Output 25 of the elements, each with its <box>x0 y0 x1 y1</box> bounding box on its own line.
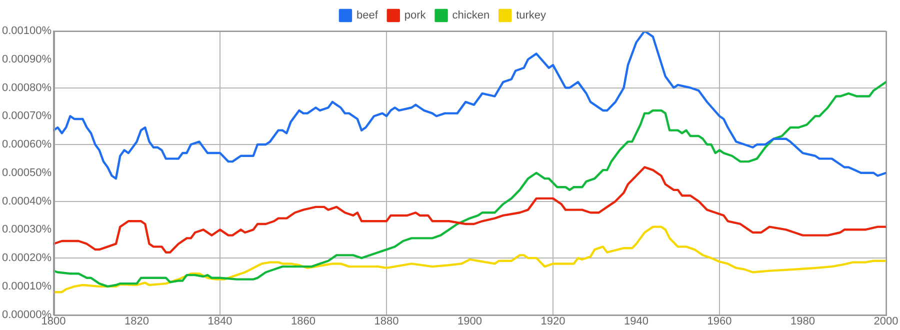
y-tick-label: 0.00030% <box>2 224 52 236</box>
y-tick-label: 0.00050% <box>2 166 52 179</box>
x-tick-label: 1960 <box>707 315 732 328</box>
legend-label: chicken <box>452 10 490 22</box>
x-tick-label: 1920 <box>540 315 566 328</box>
x-tick-label: 1940 <box>624 315 649 328</box>
y-tick-label: 0.00080% <box>2 82 52 94</box>
legend-label: pork <box>404 10 426 22</box>
legend-label: beef <box>356 10 379 22</box>
x-tick-label: 1820 <box>124 315 150 328</box>
y-tick-label: 0.00060% <box>2 138 52 151</box>
x-tick-label: 2000 <box>874 315 898 328</box>
y-tick-label: 0.00090% <box>2 53 52 66</box>
y-tick-label: 0.00010% <box>2 280 52 292</box>
y-tick-label: 0.00040% <box>2 195 52 208</box>
x-tick-label: 1800 <box>41 315 66 328</box>
x-tick-label: 1880 <box>374 315 399 328</box>
x-tick-label: 1900 <box>458 315 482 328</box>
legend-label: turkey <box>516 10 547 22</box>
x-tick-label: 1840 <box>208 315 232 328</box>
y-tick-label: 0.00020% <box>2 252 52 264</box>
x-tick-label: 1860 <box>291 315 316 328</box>
y-tick-label: 0.00070% <box>2 110 52 122</box>
y-tick-label: 0.00100% <box>2 25 52 38</box>
x-tick-label: 1980 <box>790 315 815 328</box>
